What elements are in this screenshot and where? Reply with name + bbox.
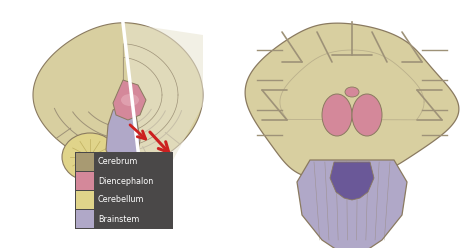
Ellipse shape (62, 133, 118, 181)
Text: Cerebellum: Cerebellum (98, 195, 145, 205)
FancyBboxPatch shape (76, 172, 94, 190)
Polygon shape (106, 103, 140, 170)
Ellipse shape (345, 87, 359, 97)
FancyBboxPatch shape (76, 191, 94, 209)
Ellipse shape (355, 167, 365, 177)
FancyBboxPatch shape (75, 152, 173, 229)
Polygon shape (123, 23, 203, 167)
Text: Brainstem: Brainstem (98, 215, 139, 223)
Ellipse shape (322, 94, 352, 136)
Ellipse shape (121, 94, 139, 106)
Polygon shape (113, 80, 146, 120)
Ellipse shape (339, 167, 349, 177)
Polygon shape (33, 23, 203, 167)
Text: Cerebrum: Cerebrum (98, 157, 138, 166)
Text: Diencephalon: Diencephalon (98, 177, 153, 186)
Polygon shape (245, 23, 459, 181)
Ellipse shape (352, 94, 382, 136)
Ellipse shape (347, 181, 357, 189)
Polygon shape (297, 160, 407, 248)
FancyBboxPatch shape (76, 153, 94, 171)
FancyBboxPatch shape (76, 210, 94, 228)
Polygon shape (330, 162, 374, 200)
